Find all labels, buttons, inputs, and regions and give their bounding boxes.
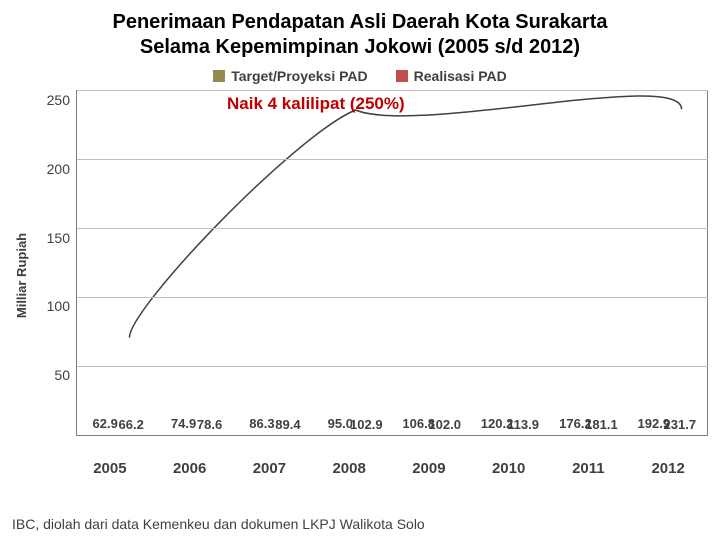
legend-label-realisasi: Realisasi PAD	[414, 68, 507, 84]
x-axis: 20052006200720082009201020112012	[70, 460, 708, 484]
title-line1: Penerimaan Pendapatan Asli Daerah Kota S…	[12, 10, 708, 35]
bar-value-label: 78.6	[197, 417, 222, 432]
grid-line	[77, 297, 708, 298]
x-tick-label: 2010	[469, 460, 549, 484]
legend-item-realisasi: Realisasi PAD	[396, 68, 507, 84]
chart-area: Milliar Rupiah 25020015010050 Naik 4 kal…	[12, 90, 708, 460]
y-tick-label: 50	[54, 367, 70, 383]
x-tick-label: 2011	[549, 460, 629, 484]
legend: Target/Proyeksi PAD Realisasi PAD	[12, 68, 708, 84]
y-tick-label: 250	[47, 92, 70, 108]
legend-swatch-realisasi	[396, 70, 408, 82]
x-tick-label: 2005	[70, 460, 150, 484]
bar-value-label: 113.9	[507, 417, 539, 432]
bar-value-label: 74.9	[171, 416, 196, 431]
bar-value-label: 89.4	[275, 417, 300, 432]
x-tick-label: 2012	[628, 460, 708, 484]
bar-value-label: 66.2	[119, 417, 144, 432]
title-line2: Selama Kepemimpinan Jokowi (2005 s/d 201…	[12, 35, 708, 60]
bar-value-label: 181.1	[585, 417, 618, 432]
y-tick-label: 200	[47, 161, 70, 177]
grid-line	[77, 228, 708, 229]
x-tick-label: 2008	[309, 460, 389, 484]
bar-value-label: 62.9	[93, 416, 118, 431]
legend-item-target: Target/Proyeksi PAD	[213, 68, 367, 84]
x-tick-label: 2009	[389, 460, 469, 484]
bar-value-label: 86.3	[249, 416, 274, 431]
legend-label-target: Target/Proyeksi PAD	[231, 68, 367, 84]
grid-line	[77, 159, 708, 160]
x-tick-label: 2006	[150, 460, 230, 484]
grid-line	[77, 90, 708, 91]
bar-value-label: 102.9	[350, 417, 383, 432]
grid-line	[77, 366, 708, 367]
y-axis-title: Milliar Rupiah	[12, 90, 32, 460]
bar-value-label: 231.7	[664, 417, 697, 432]
bar-value-label: 102.0	[428, 417, 461, 432]
footer-source: IBC, diolah dari data Kemenkeu dan dokum…	[12, 516, 425, 532]
legend-swatch-target	[213, 70, 225, 82]
y-tick-label: 150	[47, 230, 70, 246]
plot-area: Naik 4 kalilipat (250%) 62.966.274.978.6…	[76, 90, 708, 436]
y-tick-label: 100	[47, 298, 70, 314]
bars-container: 62.966.274.978.686.389.495.0102.9106.810…	[77, 90, 708, 435]
x-tick-label: 2007	[230, 460, 310, 484]
chart-title: Penerimaan Pendapatan Asli Daerah Kota S…	[12, 10, 708, 60]
y-axis: 250 200 150 100 50	[32, 90, 76, 460]
